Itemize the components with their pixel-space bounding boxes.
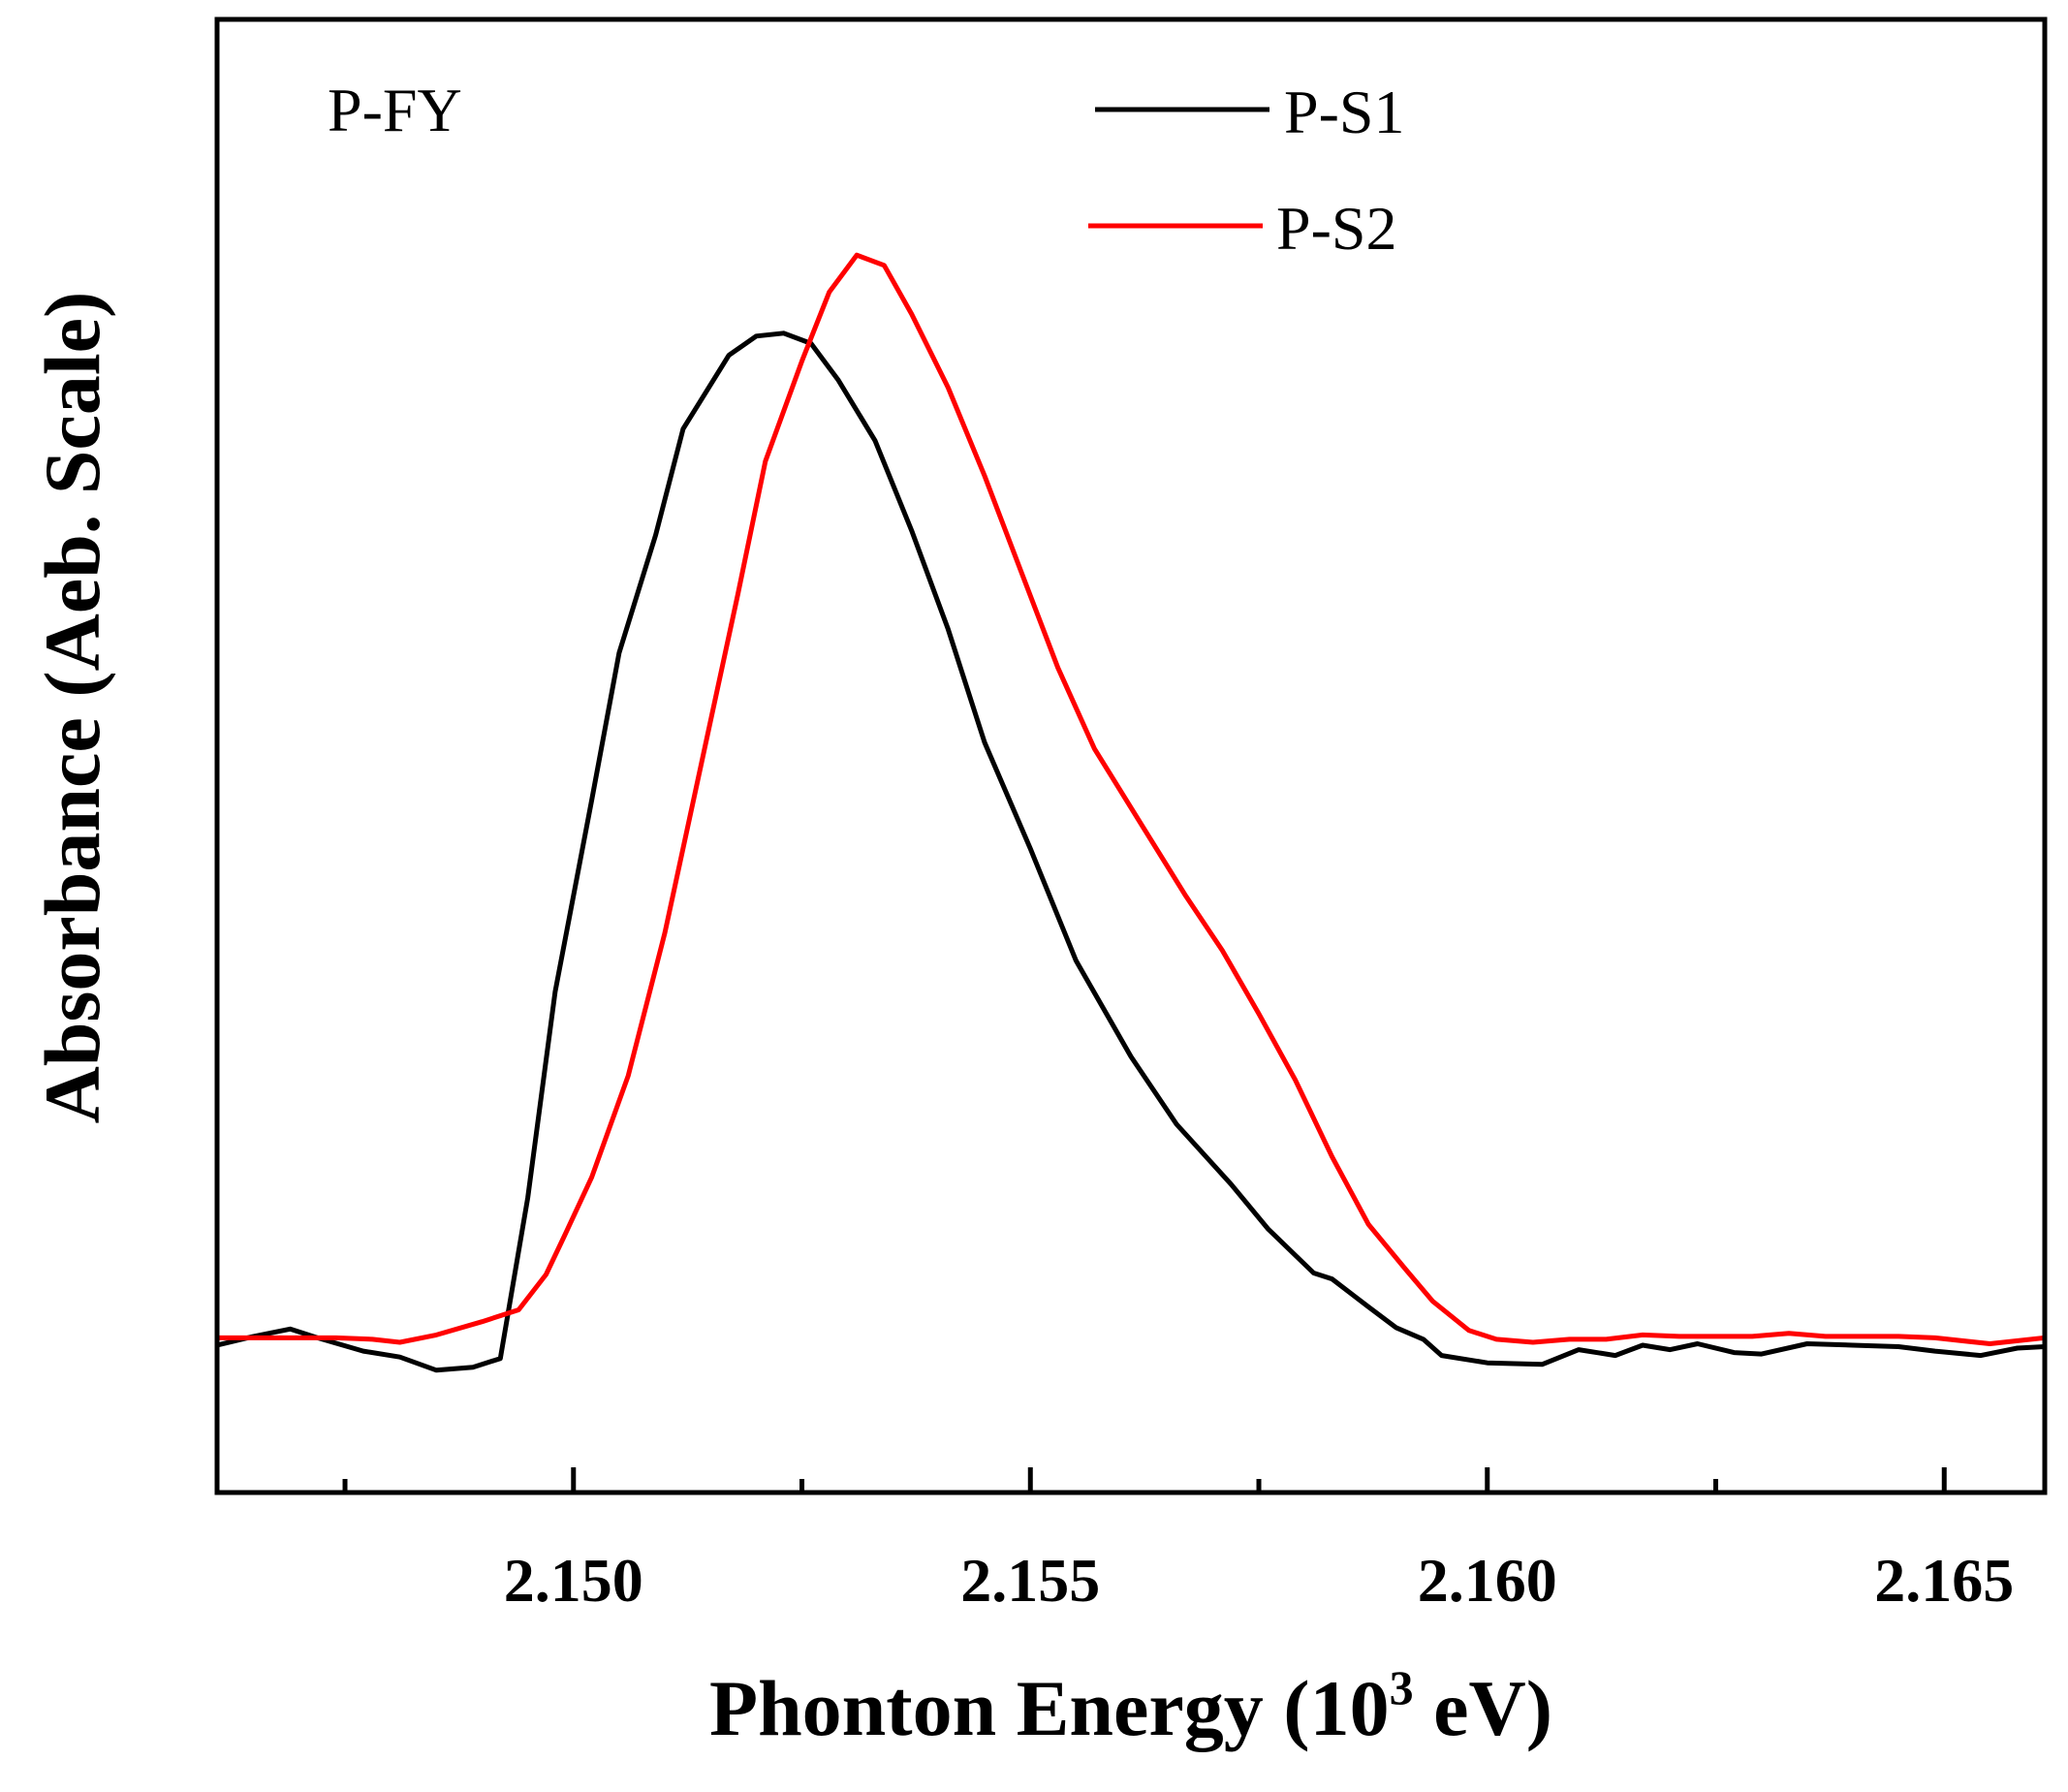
legend-label-p-s1: P-S1 bbox=[1284, 78, 1405, 146]
panel-annotation: P-FY bbox=[328, 76, 462, 144]
y-axis-title: Absorbance (Aeb. Scale) bbox=[28, 292, 116, 1124]
legend: P-S1 P-S2 bbox=[1088, 78, 1405, 263]
x-axis-title-suffix: eV) bbox=[1414, 1664, 1552, 1752]
x-tick-label: 2.160 bbox=[1418, 1546, 1557, 1615]
series-line-p-s1 bbox=[217, 330, 2045, 1373]
plot-frame bbox=[214, 16, 2048, 1495]
x-axis-tick-labels: 2.150 2.155 2.160 2.165 bbox=[504, 1546, 2015, 1615]
x-axis-title-prefix: Phonton Energy (10 bbox=[709, 1664, 1390, 1752]
x-axis-ticks bbox=[342, 1467, 1947, 1493]
series-layer bbox=[217, 252, 2045, 1373]
x-axis-title: Phonton Energy (103 eV) bbox=[709, 1660, 1552, 1752]
x-tick-label: 2.155 bbox=[960, 1546, 1100, 1615]
series-line-p-s2 bbox=[217, 252, 2045, 1346]
x-axis-title-superscript: 3 bbox=[1390, 1660, 1414, 1714]
x-tick-label: 2.150 bbox=[504, 1546, 643, 1615]
legend-label-p-s2: P-S2 bbox=[1276, 194, 1397, 263]
x-tick-label: 2.165 bbox=[1874, 1546, 2014, 1615]
